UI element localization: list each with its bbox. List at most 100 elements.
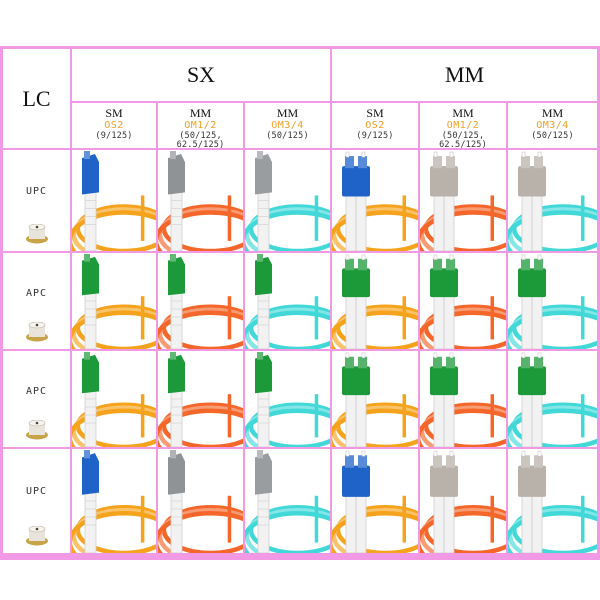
column-grade: OM3/4 (271, 120, 304, 131)
column-core-size: (50/125) (266, 131, 309, 141)
polish-label: UPC (25, 486, 48, 498)
patch-cord-image (158, 351, 243, 447)
lc-connector (82, 151, 99, 251)
patch-cord-image (420, 151, 506, 251)
lc-connector (255, 253, 272, 349)
column-grade: OM1/2 (446, 120, 480, 131)
patch-cord-cell (245, 150, 330, 251)
patch-cord-cell (72, 449, 156, 553)
patch-cord-image (420, 352, 506, 447)
lc-connector (342, 151, 370, 251)
patch-cord-cell (508, 351, 597, 447)
lc-connector (82, 351, 99, 447)
column-core-size: (50/125) (531, 131, 574, 141)
polish-label: UPC (25, 186, 48, 198)
column-grade: OM1/2 (184, 120, 217, 131)
patch-cord-cell (72, 150, 156, 251)
coiled-cable (72, 296, 156, 349)
column-header-5: MM OM1/2 (50/125, 62.5/125) (420, 103, 506, 148)
lc-connector (518, 352, 546, 447)
patch-cord-cell (332, 449, 418, 553)
coiled-cable (508, 394, 597, 447)
row-header-3: APC (3, 351, 70, 447)
coiled-cable (72, 495, 156, 553)
patch-cord-image (332, 450, 418, 553)
coiled-cable (420, 495, 506, 553)
patch-cord-cell (508, 253, 597, 349)
column-fiber-type: MM (189, 106, 212, 120)
patch-cord-image (72, 450, 156, 553)
coiled-cable (332, 394, 418, 447)
patch-cord-cell (420, 351, 506, 447)
column-header-6: MM OM3/4 (50/125) (508, 103, 597, 148)
lc-connector (430, 450, 458, 553)
ferrule-endface-icon (26, 420, 48, 440)
row-header-4: UPC (3, 449, 70, 553)
patch-cord-image (72, 253, 156, 349)
patch-cord-cell (508, 449, 597, 553)
column-header-3: MM OM3/4 (50/125) (245, 103, 330, 148)
coiled-cable (72, 195, 156, 251)
coiled-cable (508, 495, 597, 553)
ferrule-endface-icon (26, 526, 48, 546)
patch-cord-image (332, 151, 418, 251)
lc-connector (518, 151, 546, 251)
patch-cord-image (420, 450, 506, 553)
patch-cord-image (245, 151, 330, 251)
patch-cord-image (245, 450, 330, 553)
patch-cord-image (72, 151, 156, 251)
coiled-cable (332, 195, 418, 251)
lc-connector (82, 450, 99, 553)
patch-cord-cell (158, 351, 243, 447)
column-header-4: SM OS2 (9/125) (332, 103, 418, 148)
column-header-2: MM OM1/2 (50/125, 62.5/125) (158, 103, 243, 148)
coiled-cable (245, 495, 330, 553)
patch-cord-cell (508, 150, 597, 251)
column-grade: OS2 (104, 120, 124, 131)
group-header-sx: SX (72, 49, 330, 101)
patch-cord-image (158, 151, 243, 251)
patch-cord-image (508, 352, 597, 447)
patch-cord-image (508, 151, 597, 251)
column-fiber-type: SM (366, 106, 384, 120)
patch-cord-cell (72, 253, 156, 349)
column-fiber-type: MM (452, 106, 474, 120)
column-fiber-type: MM (541, 106, 564, 120)
patch-cord-image (332, 352, 418, 447)
lc-connector (168, 351, 185, 447)
coiled-cable (72, 394, 156, 447)
polish-label: APC (25, 385, 48, 397)
lc-connector (168, 450, 185, 553)
column-core-size: (9/125) (95, 131, 133, 141)
patch-cord-cell (72, 351, 156, 447)
patch-cord-cell (158, 253, 243, 349)
lc-connector (255, 151, 272, 251)
lc-connector (430, 352, 458, 447)
lc-connector (255, 351, 272, 447)
lc-connector (82, 253, 99, 349)
lc-connector (518, 450, 546, 553)
column-fiber-type: MM (276, 106, 299, 120)
coiled-cable (158, 495, 243, 553)
patch-cord-cell (158, 449, 243, 553)
patch-cord-cell (420, 150, 506, 251)
patch-cord-image (332, 254, 418, 349)
column-grade: OS2 (365, 120, 385, 131)
patch-cord-cell (245, 449, 330, 553)
polish-label: APC (25, 287, 48, 299)
patch-cord-cell (332, 351, 418, 447)
lc-connector (342, 450, 370, 553)
patch-cord-image (245, 253, 330, 349)
column-fiber-type: SM (105, 106, 123, 120)
patch-cord-image (158, 450, 243, 553)
lc-connector (430, 151, 458, 251)
lc-patch-cord-grid: LC SX MM SM OS2 (9/125) MM OM1/2 (50/125, 62.… (0, 46, 600, 560)
lc-connector (168, 253, 185, 349)
patch-cord-cell (158, 150, 243, 251)
lc-connector (168, 151, 185, 251)
coiled-cable (508, 195, 597, 251)
coiled-cable (420, 394, 506, 447)
column-core-size: (50/125, 62.5/125) (176, 131, 225, 148)
group-header-mm: MM (332, 49, 597, 101)
patch-cord-cell (420, 253, 506, 349)
